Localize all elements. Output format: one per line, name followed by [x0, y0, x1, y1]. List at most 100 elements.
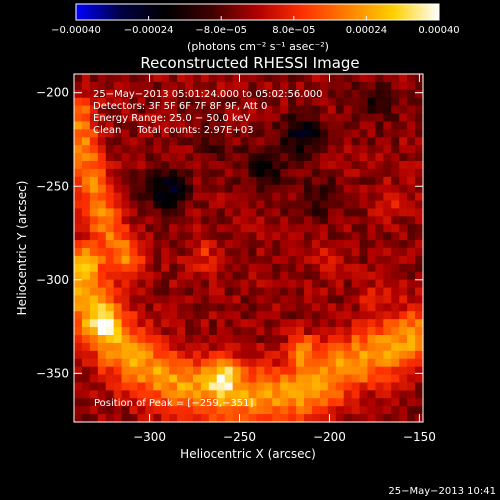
heatmap-cell: [375, 406, 384, 415]
heatmap-cell: [216, 121, 226, 130]
heatmap-cell: [216, 390, 226, 399]
heatmap-cell: [288, 319, 297, 328]
heatmap-cell: [359, 319, 369, 328]
heatmap-cell: [232, 232, 242, 241]
heatmap-cell: [185, 414, 194, 423]
heatmap-cell: [161, 105, 170, 115]
heatmap-cell: [200, 208, 210, 217]
heatmap-cell: [137, 311, 146, 320]
heatmap-cell: [121, 327, 131, 336]
heatmap-cell: [169, 350, 178, 360]
heatmap-cell: [121, 240, 131, 249]
heatmap-cell: [256, 232, 265, 241]
heatmap-cell: [415, 208, 424, 217]
heatmap-cell: [359, 74, 369, 83]
heatmap-cell: [327, 161, 337, 170]
heatmap-cell: [351, 137, 361, 146]
heatmap-cell: [97, 287, 107, 297]
heatmap-cell: [200, 113, 210, 123]
heatmap-cell: [192, 184, 202, 194]
heatmap-cell: [351, 200, 361, 210]
heatmap-cell: [256, 350, 265, 360]
heatmap-cell: [248, 255, 258, 265]
heatmap-cell: [74, 176, 83, 186]
heatmap-cell: [327, 208, 337, 217]
heatmap-cell: [304, 279, 313, 289]
heatmap-cell: [311, 232, 321, 241]
heatmap-cell: [208, 240, 218, 249]
heatmap-cell: [137, 255, 146, 265]
heatmap-cell: [383, 374, 392, 384]
heatmap-cell: [74, 263, 83, 273]
heatmap-cell: [367, 335, 377, 344]
heatmap-cell: [113, 374, 123, 384]
heatmap-cell: [177, 184, 186, 194]
heatmap-cell: [407, 366, 416, 376]
heatmap-cell: [216, 89, 226, 99]
heatmap-cell: [359, 137, 369, 146]
heatmap-cell: [113, 327, 123, 336]
heatmap-cell: [97, 184, 107, 194]
heatmap-cell: [121, 105, 131, 115]
heatmap-cell: [280, 295, 289, 304]
heatmap-cell: [113, 263, 123, 273]
heatmap-cell: [296, 224, 305, 233]
heatmap-cell: [192, 153, 202, 162]
heatmap-cell: [161, 121, 170, 130]
heatmap-cell: [351, 414, 361, 423]
colorbar: −0.00040 −0.00024 −8.0e−05 8.0e−05 0.00024 0.…: [51, 3, 460, 53]
heatmap-cell: [319, 184, 329, 194]
heatmap-cell: [359, 390, 369, 399]
heatmap-cell: [153, 232, 162, 241]
heatmap-cell: [296, 366, 305, 376]
heatmap-cell: [81, 255, 91, 265]
heatmap-cell: [304, 263, 313, 273]
heatmap-cell: [304, 74, 313, 83]
heatmap-cell: [161, 414, 170, 423]
heatmap-cell: [161, 208, 170, 217]
heatmap-cell: [256, 153, 265, 162]
heatmap-cell: [113, 192, 123, 202]
heatmap-cell: [343, 279, 353, 289]
heatmap-cell: [105, 382, 115, 391]
heatmap-cell: [407, 168, 416, 178]
heatmap-cell: [121, 271, 131, 281]
heatmap-cell: [153, 271, 162, 281]
heatmap-cell: [81, 200, 91, 210]
heatmap-cell: [192, 335, 202, 344]
heatmap-cell: [81, 161, 91, 170]
heatmap-cell: [256, 184, 265, 194]
heatmap-cell: [161, 398, 170, 407]
heatmap-cell: [351, 176, 361, 186]
heatmap-cell: [272, 366, 281, 376]
heatmap-cell: [359, 192, 369, 202]
heatmap-cell: [113, 279, 123, 289]
heatmap-cell: [272, 113, 281, 123]
heatmap-cell: [280, 192, 289, 202]
heatmap-cell: [311, 74, 321, 83]
heatmap-cell: [200, 161, 210, 170]
heatmap-cell: [264, 89, 273, 99]
heatmap-cell: [153, 224, 162, 233]
heatmap-cell: [105, 374, 115, 384]
heatmap-cell: [192, 342, 202, 352]
heatmap-cell: [280, 350, 289, 360]
heatmap-cell: [137, 121, 146, 130]
heatmap-cell: [391, 113, 400, 123]
heatmap-cell: [105, 295, 115, 304]
heatmap-cell: [383, 311, 392, 320]
heatmap-cell: [383, 358, 392, 368]
heatmap-cell: [248, 263, 258, 273]
heatmap-cell: [383, 121, 392, 130]
heatmap-cell: [137, 176, 146, 186]
heatmap-cell: [113, 129, 123, 138]
heatmap-cell: [343, 200, 353, 210]
heatmap-cell: [367, 311, 377, 320]
heatmap-cell: [383, 97, 392, 107]
heatmap-cell: [224, 358, 234, 368]
heatmap-cell: [137, 232, 146, 241]
heatmap-cell: [319, 129, 329, 138]
heatmap-cell: [296, 129, 305, 138]
heatmap-cell: [304, 89, 313, 99]
heatmap-cell: [129, 279, 139, 289]
